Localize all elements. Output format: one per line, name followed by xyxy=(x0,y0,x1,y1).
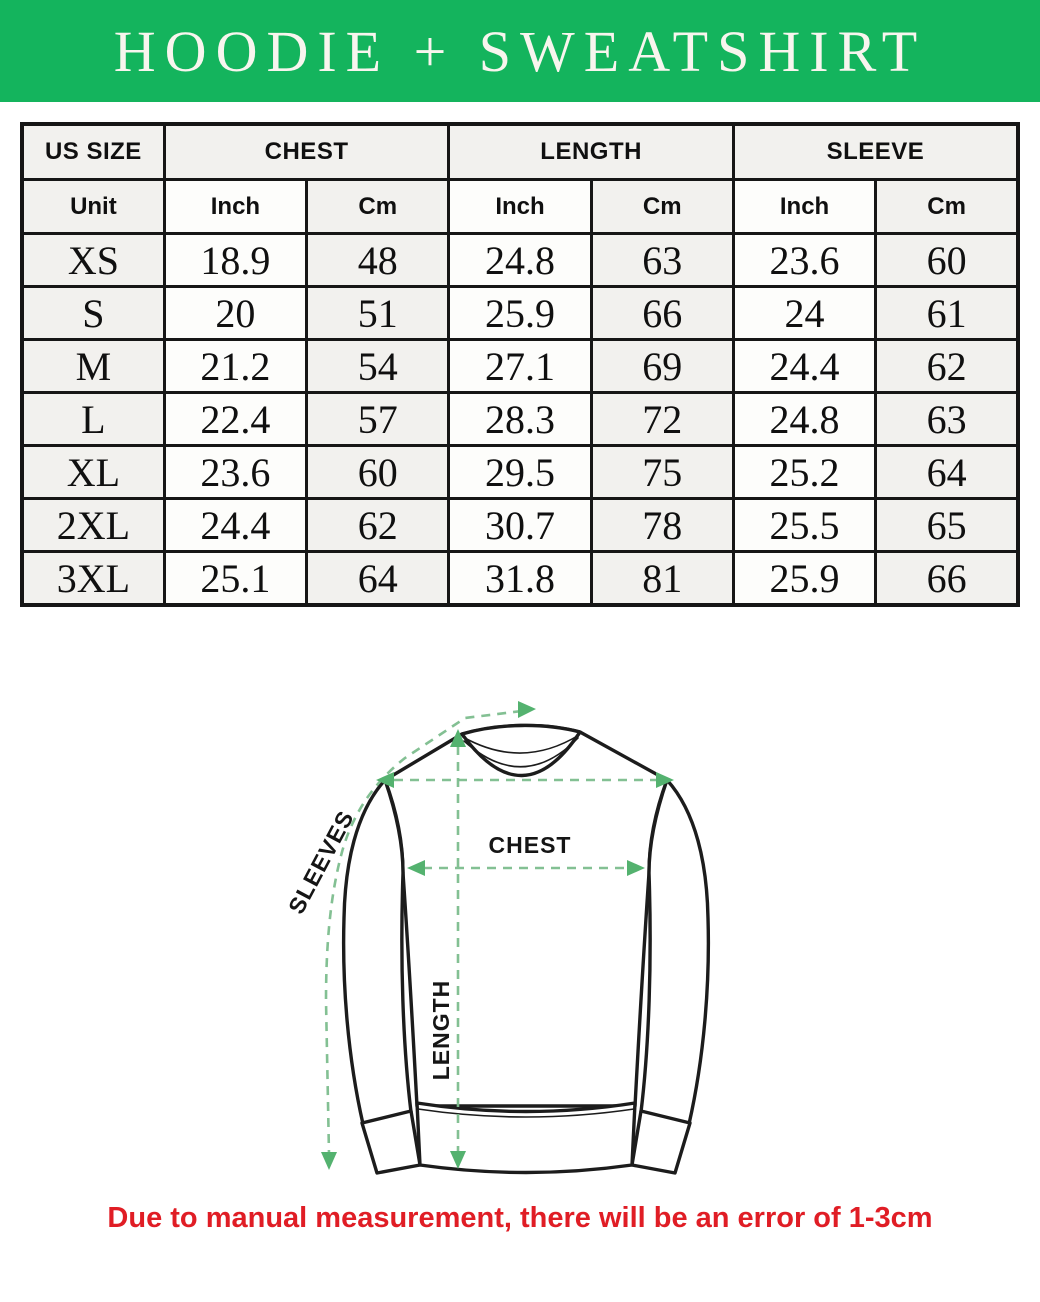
chest-cm-cell: 60 xyxy=(305,444,451,500)
length-cm-cell: 81 xyxy=(589,550,735,607)
right-cuff xyxy=(630,1109,692,1175)
size-cell: XL xyxy=(20,444,166,500)
sleeve-inch-header: Inch xyxy=(731,178,878,235)
sleeve-cm-cell: 60 xyxy=(874,232,1020,288)
table-row: 3XL 25.1 64 31.8 81 25.9 66 xyxy=(20,550,1020,607)
sleeve-cm-cell: 65 xyxy=(874,497,1020,553)
size-table: US SIZE CHEST LENGTH SLEEVE Unit Inch Cm… xyxy=(20,122,1020,607)
length-cm-cell: 63 xyxy=(589,232,735,288)
chest-inch-cell: 18.9 xyxy=(162,232,309,288)
table-row: M 21.2 54 27.1 69 24.4 62 xyxy=(20,338,1020,394)
sleeve-arrow-down-icon xyxy=(321,1152,337,1170)
length-cm-cell: 72 xyxy=(589,391,735,447)
col-header-sleeve: SLEEVE xyxy=(731,122,1020,181)
sleeve-cm-header: Cm xyxy=(874,178,1020,235)
chest-inch-cell: 22.4 xyxy=(162,391,309,447)
sleeve-inch-cell: 23.6 xyxy=(731,232,878,288)
banner: HOODIE + SWEATSHIRT xyxy=(0,0,1040,102)
sleeve-cm-cell: 64 xyxy=(874,444,1020,500)
col-header-length: LENGTH xyxy=(447,122,735,181)
table-row: S 20 51 25.9 66 24 61 xyxy=(20,285,1020,341)
size-cell: S xyxy=(20,285,166,341)
col-header-chest: CHEST xyxy=(162,122,451,181)
chest-label: CHEST xyxy=(489,832,572,858)
chest-inch-header: Inch xyxy=(162,178,309,235)
page-title: HOODIE + SWEATSHIRT xyxy=(113,18,927,84)
length-inch-cell: 24.8 xyxy=(447,232,593,288)
waistband-seam xyxy=(417,1108,635,1118)
chest-inch-cell: 20 xyxy=(162,285,309,341)
length-cm-cell: 75 xyxy=(589,444,735,500)
sleeve-inch-cell: 24 xyxy=(731,285,878,341)
sleeve-cm-cell: 63 xyxy=(874,391,1020,447)
length-arrow-up-icon xyxy=(450,729,466,747)
shoulder-arrow-right-icon xyxy=(656,772,674,788)
disclaimer-text: Due to manual measurement, there will be… xyxy=(107,1202,933,1234)
chest-inch-cell: 23.6 xyxy=(162,444,309,500)
left-cuff xyxy=(360,1109,422,1175)
sleeve-inch-cell: 24.8 xyxy=(731,391,878,447)
chest-cm-header: Cm xyxy=(305,178,451,235)
chest-cm-cell: 48 xyxy=(305,232,451,288)
chest-inch-cell: 25.1 xyxy=(162,550,309,607)
chest-inch-cell: 24.4 xyxy=(162,497,309,553)
col-header-us-size: US SIZE xyxy=(20,122,166,181)
table-row: 2XL 24.4 62 30.7 78 25.5 65 xyxy=(20,497,1020,553)
length-inch-cell: 29.5 xyxy=(447,444,593,500)
collar-rib-2 xyxy=(463,737,579,768)
table-row: XS 18.9 48 24.8 63 23.6 60 xyxy=(20,232,1020,288)
waistband xyxy=(415,1101,637,1175)
length-cm-cell: 78 xyxy=(589,497,735,553)
size-cell: 3XL xyxy=(20,550,166,607)
chest-inch-cell: 21.2 xyxy=(162,338,309,394)
length-cm-cell: 69 xyxy=(589,338,735,394)
size-cell: XS xyxy=(20,232,166,288)
sleeve-cm-cell: 66 xyxy=(874,550,1020,607)
table-row: L 22.4 57 28.3 72 24.8 63 xyxy=(20,391,1020,447)
length-inch-cell: 31.8 xyxy=(447,550,593,607)
size-cell: 2XL xyxy=(20,497,166,553)
sleeve-inch-cell: 24.4 xyxy=(731,338,878,394)
sleeve-measure-line xyxy=(324,709,523,1155)
table-group-header-row: US SIZE CHEST LENGTH SLEEVE xyxy=(20,122,1020,181)
sleeve-inch-cell: 25.2 xyxy=(731,444,878,500)
length-inch-cell: 25.9 xyxy=(447,285,593,341)
length-cm-header: Cm xyxy=(589,178,735,235)
table-unit-row: Unit Inch Cm Inch Cm Inch Cm xyxy=(20,178,1020,235)
collar-rib-1 xyxy=(462,734,580,754)
sleeve-cm-cell: 61 xyxy=(874,285,1020,341)
length-inch-cell: 28.3 xyxy=(447,391,593,447)
chest-cm-cell: 54 xyxy=(305,338,451,394)
length-label: LENGTH xyxy=(428,980,454,1081)
size-cell: L xyxy=(20,391,166,447)
chest-cm-cell: 57 xyxy=(305,391,451,447)
length-cm-cell: 66 xyxy=(589,285,735,341)
unit-header: Unit xyxy=(20,178,166,235)
size-cell: M xyxy=(20,338,166,394)
garment-measurement-diagram: CHEST LENGTH SLEEVES xyxy=(260,666,780,1186)
chest-cm-cell: 62 xyxy=(305,497,451,553)
chest-arrow-left-icon xyxy=(407,860,425,876)
length-inch-header: Inch xyxy=(447,178,593,235)
chest-cm-cell: 64 xyxy=(305,550,451,607)
sweatshirt-line-drawing: CHEST LENGTH SLEEVES xyxy=(283,701,711,1175)
sleeve-inch-cell: 25.5 xyxy=(731,497,878,553)
chest-cm-cell: 51 xyxy=(305,285,451,341)
length-inch-cell: 30.7 xyxy=(447,497,593,553)
table-row: XL 23.6 60 29.5 75 25.2 64 xyxy=(20,444,1020,500)
chest-arrow-right-icon xyxy=(627,860,645,876)
sleeve-arrow-right-icon xyxy=(518,701,536,718)
length-inch-cell: 27.1 xyxy=(447,338,593,394)
length-arrow-down-icon xyxy=(450,1151,466,1169)
sleeve-inch-cell: 25.9 xyxy=(731,550,878,607)
shoulder-arrow-left-icon xyxy=(376,772,394,788)
sleeve-cm-cell: 62 xyxy=(874,338,1020,394)
